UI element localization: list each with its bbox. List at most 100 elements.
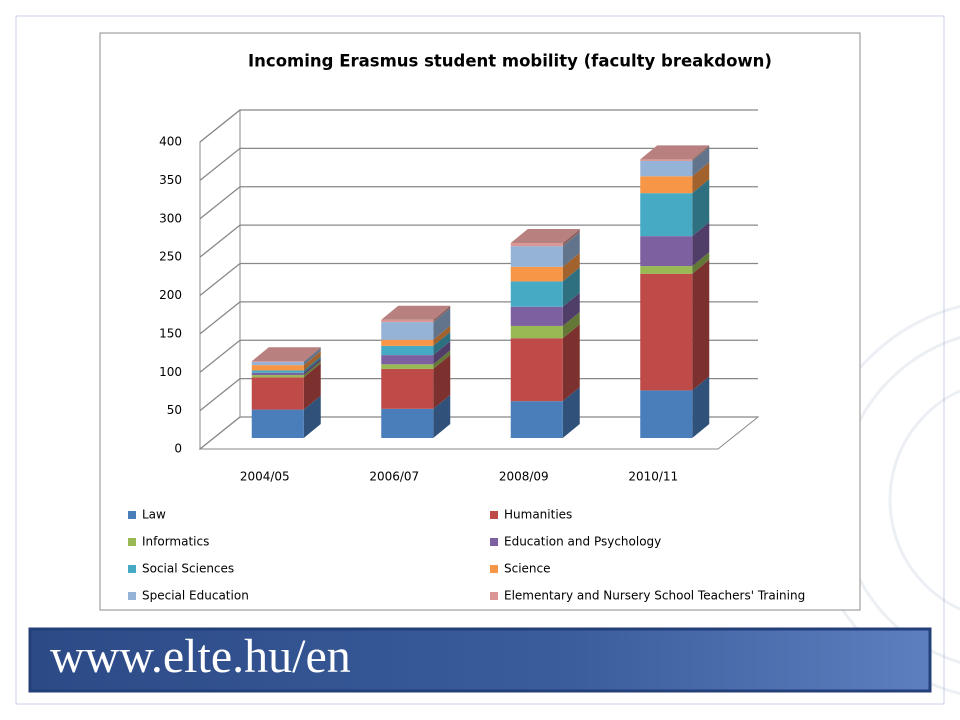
bar-side <box>562 252 580 282</box>
grid-line <box>199 147 758 181</box>
grid-line <box>199 416 758 450</box>
bar-top <box>640 145 710 160</box>
bar-side <box>692 145 710 161</box>
bar-top <box>251 347 321 362</box>
grid-line <box>199 301 758 335</box>
bar-side <box>303 351 321 371</box>
bar-segment <box>640 176 693 194</box>
bar-segment <box>640 236 693 267</box>
bar-side <box>562 387 580 438</box>
bar-segment <box>640 390 693 438</box>
bar-segment <box>510 281 563 307</box>
bar-segment <box>381 364 434 369</box>
legend-label: Social Sciences <box>142 562 234 576</box>
bar-segment <box>640 193 693 237</box>
bar-side <box>303 395 321 438</box>
grid-line <box>199 377 758 412</box>
legend-swatch <box>490 538 498 546</box>
bar-segment <box>381 322 434 340</box>
legend-label: Education and Psychology <box>504 535 661 549</box>
bar-side <box>433 354 451 409</box>
legend-label: Law <box>142 508 166 522</box>
bar-side <box>433 394 451 438</box>
bar-side <box>433 350 451 369</box>
legend-label: Humanities <box>504 508 572 522</box>
y-tick-label: 0 <box>174 442 182 456</box>
grid-line <box>199 262 758 297</box>
y-tick-label: 350 <box>159 173 182 187</box>
bar-segment <box>640 159 693 161</box>
bar-side <box>692 179 710 237</box>
bar-segment <box>251 361 304 363</box>
grid-line <box>199 339 758 373</box>
y-tick-label: 200 <box>159 288 182 302</box>
y-tick-label: 400 <box>159 135 182 149</box>
bar-side <box>692 146 710 177</box>
bar-segment <box>381 368 434 409</box>
bar-segment <box>381 408 434 438</box>
bar-segment <box>251 362 304 366</box>
bar-segment <box>510 243 563 247</box>
bar-segment <box>251 365 304 371</box>
bar-side <box>433 325 451 346</box>
legend-label: Informatics <box>142 535 209 549</box>
legend-swatch <box>128 592 136 600</box>
bar-segment <box>251 375 304 378</box>
bar-side <box>303 363 321 410</box>
bar-segment <box>510 266 563 282</box>
y-tick-label: 100 <box>159 365 182 379</box>
bar-segment <box>510 325 563 339</box>
chart-title: Incoming Erasmus student mobility (facul… <box>248 52 772 71</box>
legend-swatch <box>128 511 136 519</box>
bar-segment <box>640 160 693 177</box>
bar-side <box>433 331 451 356</box>
y-tick-label: 150 <box>159 326 182 340</box>
bar-side <box>562 267 580 307</box>
legend-swatch <box>128 565 136 573</box>
legend-swatch <box>490 592 498 600</box>
bar-segment <box>510 401 563 438</box>
bar-side <box>562 229 580 247</box>
bar-side <box>433 341 451 365</box>
bar-segment <box>510 246 563 267</box>
grid-line <box>199 109 758 143</box>
bar-side <box>303 347 321 363</box>
y-tick-label: 250 <box>159 250 182 264</box>
x-tick-label: 2004/05 <box>240 470 290 484</box>
bar-side <box>692 259 710 391</box>
legend-label: Special Education <box>142 589 249 603</box>
y-tick-label: 50 <box>167 403 182 417</box>
bar-top <box>381 305 451 320</box>
bar-segment <box>251 377 304 410</box>
bar-segment <box>251 370 304 373</box>
bar-segment <box>510 338 563 402</box>
bar-segment <box>381 345 434 356</box>
legend-label: Elementary and Nursery School Teachers' … <box>504 589 805 603</box>
bar-side <box>303 356 321 373</box>
bar-side <box>303 348 321 366</box>
bar-segment <box>381 339 434 346</box>
bar-side <box>562 311 580 339</box>
x-tick-label: 2008/09 <box>499 470 549 484</box>
x-tick-label: 2006/07 <box>369 470 419 484</box>
x-tick-label: 2010/11 <box>628 470 678 484</box>
bar-segment <box>510 306 563 326</box>
legend-label: Science <box>504 562 551 576</box>
legend-swatch <box>490 565 498 573</box>
bar-side <box>303 361 321 378</box>
y-tick-label: 300 <box>159 211 182 225</box>
bar-side <box>692 222 710 267</box>
grid-line <box>199 186 758 220</box>
bar-side <box>433 308 451 340</box>
bar-side <box>692 376 710 438</box>
bar-side <box>562 232 580 267</box>
legend-swatch <box>490 511 498 519</box>
bar-segment <box>381 319 434 323</box>
bar-side <box>433 305 451 323</box>
bar-segment <box>381 355 434 365</box>
bar-side <box>692 162 710 194</box>
banner-url: www.elte.hu/en <box>50 630 351 683</box>
bar-side <box>692 252 710 274</box>
bar-side <box>562 292 580 326</box>
